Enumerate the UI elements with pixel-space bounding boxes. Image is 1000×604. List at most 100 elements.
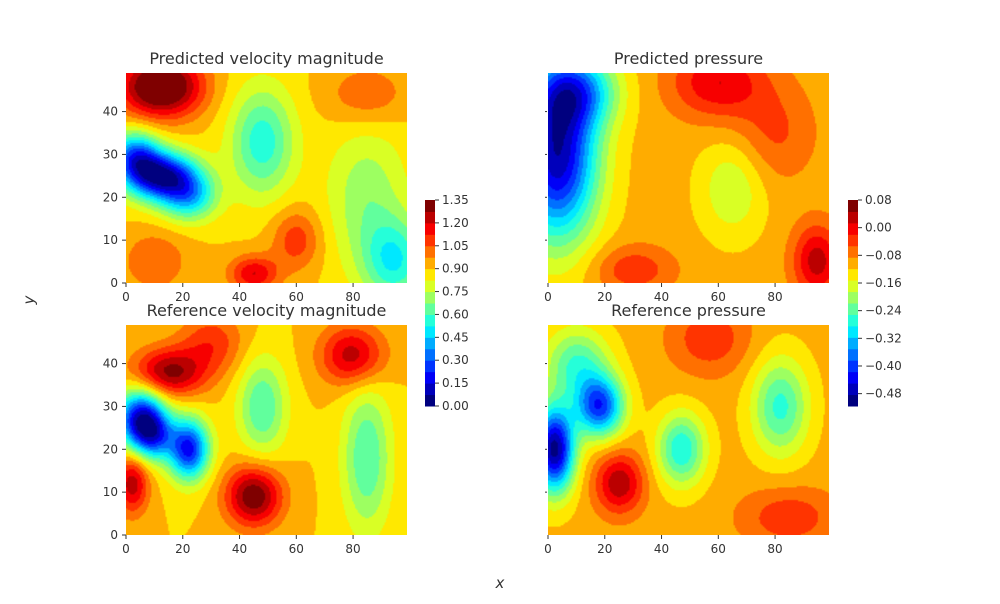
colorbar-tick-label: −0.24 <box>865 304 902 318</box>
field-image <box>548 325 829 535</box>
colorbar-band <box>425 211 435 224</box>
colorbar-tick-label: 0.60 <box>442 307 469 321</box>
y-tick-label: 0 <box>110 528 118 542</box>
y-tick-label: 40 <box>103 357 118 371</box>
panel-4: Reference pressure 0 20 40 60 80 <box>544 301 829 556</box>
colorbar-tick-label: −0.48 <box>865 387 902 401</box>
colorbar-band <box>848 234 858 247</box>
x-tick-label: 60 <box>289 542 304 556</box>
x-tick-label: 40 <box>654 542 669 556</box>
colorbar-tick-label: 1.35 <box>442 193 469 207</box>
colorbar-band <box>425 360 435 373</box>
x-tick-label: 20 <box>597 290 612 304</box>
y-tick-label: 10 <box>103 233 118 247</box>
colorbar-tick-label: 0.00 <box>865 221 892 235</box>
x-tick-label: 80 <box>767 542 782 556</box>
colorbar-band <box>425 268 435 281</box>
y-tick-label: 20 <box>103 442 118 456</box>
x-tick-label: 20 <box>175 542 190 556</box>
colorbar-tick-label: 0.75 <box>442 285 469 299</box>
panel-title: Predicted velocity magnitude <box>149 49 383 68</box>
panel-1: Predicted velocity magnitude 0 20 40 60 80 0 10… <box>103 49 469 413</box>
y-tick-label: 30 <box>103 147 118 161</box>
colorbar-band <box>425 325 435 338</box>
colorbar-band <box>848 314 858 327</box>
panel-title: Predicted pressure <box>614 49 763 68</box>
colorbar-band <box>848 268 858 281</box>
colorbar-band <box>848 280 858 293</box>
panel-title: Reference pressure <box>611 301 766 320</box>
panel-2: Predicted pressure 0 20 40 60 80 0.08 0.00 −0.08… <box>544 49 902 407</box>
field-image <box>126 73 407 283</box>
colorbar-tick-label: −0.16 <box>865 276 902 290</box>
colorbar-tick-label: −0.40 <box>865 359 902 373</box>
colorbar-band <box>425 200 435 212</box>
colorbar-band <box>425 222 435 235</box>
colorbar-band <box>425 234 435 247</box>
y-tick-label: 0 <box>110 276 118 290</box>
colorbar-band <box>425 337 435 350</box>
colorbar-band <box>425 245 435 258</box>
colorbar-tick-label: 1.05 <box>442 239 469 253</box>
y-tick-label: 30 <box>103 399 118 413</box>
x-tick-label: 0 <box>122 542 130 556</box>
colorbar-band <box>848 257 858 270</box>
x-tick-label: 60 <box>711 290 726 304</box>
colorbar-tick-label: 1.20 <box>442 216 469 230</box>
x-tick-label: 60 <box>289 290 304 304</box>
x-tick-label: 40 <box>232 290 247 304</box>
field-image <box>126 325 407 535</box>
colorbar-band <box>425 383 435 396</box>
colorbar-band <box>848 348 858 361</box>
panel-3: Reference velocity magnitude 0 20 40 60 80 0 10… <box>103 301 407 556</box>
colorbar-tick-label: 0.30 <box>442 353 469 367</box>
x-tick-label: 0 <box>122 290 130 304</box>
colorbar-tick-label: −0.32 <box>865 331 902 345</box>
colorbar-band <box>848 371 858 384</box>
colorbar-band <box>848 383 858 396</box>
x-tick-label: 0 <box>544 542 552 556</box>
field-image <box>548 73 829 283</box>
colorbar-tick-label: 0.45 <box>442 330 469 344</box>
colorbar-tick-label: 0.08 <box>865 193 892 207</box>
x-tick-label: 60 <box>711 542 726 556</box>
colorbar-tick-label: −0.08 <box>865 248 902 262</box>
x-tick-label: 80 <box>767 290 782 304</box>
colorbar-band <box>425 348 435 361</box>
figure-xlabel: x <box>495 574 505 592</box>
x-tick-label: 0 <box>544 290 552 304</box>
colorbar-band <box>848 200 858 212</box>
colorbar-band <box>848 337 858 350</box>
colorbar-band <box>848 303 858 315</box>
colorbar-band <box>425 303 435 315</box>
colorbar-band <box>848 360 858 373</box>
colorbar-tick-label: 0.15 <box>442 376 469 390</box>
colorbar-tick-label: 0.00 <box>442 399 469 413</box>
panels: Predicted velocity magnitude 0 20 40 60 80 0 10… <box>103 49 902 556</box>
figure-ylabel: y <box>20 294 38 305</box>
x-tick-label: 40 <box>232 542 247 556</box>
colorbar-band <box>425 257 435 270</box>
x-tick-label: 20 <box>175 290 190 304</box>
colorbar: 0.00 0.15 0.30 0.45 0.60 0.75 0.90 1.05 1.20 1.35 <box>425 193 469 413</box>
colorbar-band <box>425 280 435 293</box>
y-tick-label: 20 <box>103 190 118 204</box>
x-tick-label: 40 <box>654 290 669 304</box>
colorbar-tick-label: 0.90 <box>442 262 469 276</box>
colorbar-band <box>848 325 858 338</box>
panel-title: Reference velocity magnitude <box>147 301 387 320</box>
colorbar-band <box>425 371 435 384</box>
colorbar-band <box>425 394 435 407</box>
colorbar-band <box>848 394 858 407</box>
colorbar-band <box>425 314 435 327</box>
colorbar-band <box>848 211 858 224</box>
colorbar-band <box>425 291 435 304</box>
x-tick-label: 80 <box>345 542 360 556</box>
colorbar-band <box>848 291 858 304</box>
y-tick-label: 40 <box>103 105 118 119</box>
colorbar: 0.08 0.00 −0.08 −0.16 −0.24 −0.32 −0.40 −0.48 <box>848 193 902 407</box>
colorbar-band <box>848 245 858 258</box>
y-tick-label: 10 <box>103 485 118 499</box>
